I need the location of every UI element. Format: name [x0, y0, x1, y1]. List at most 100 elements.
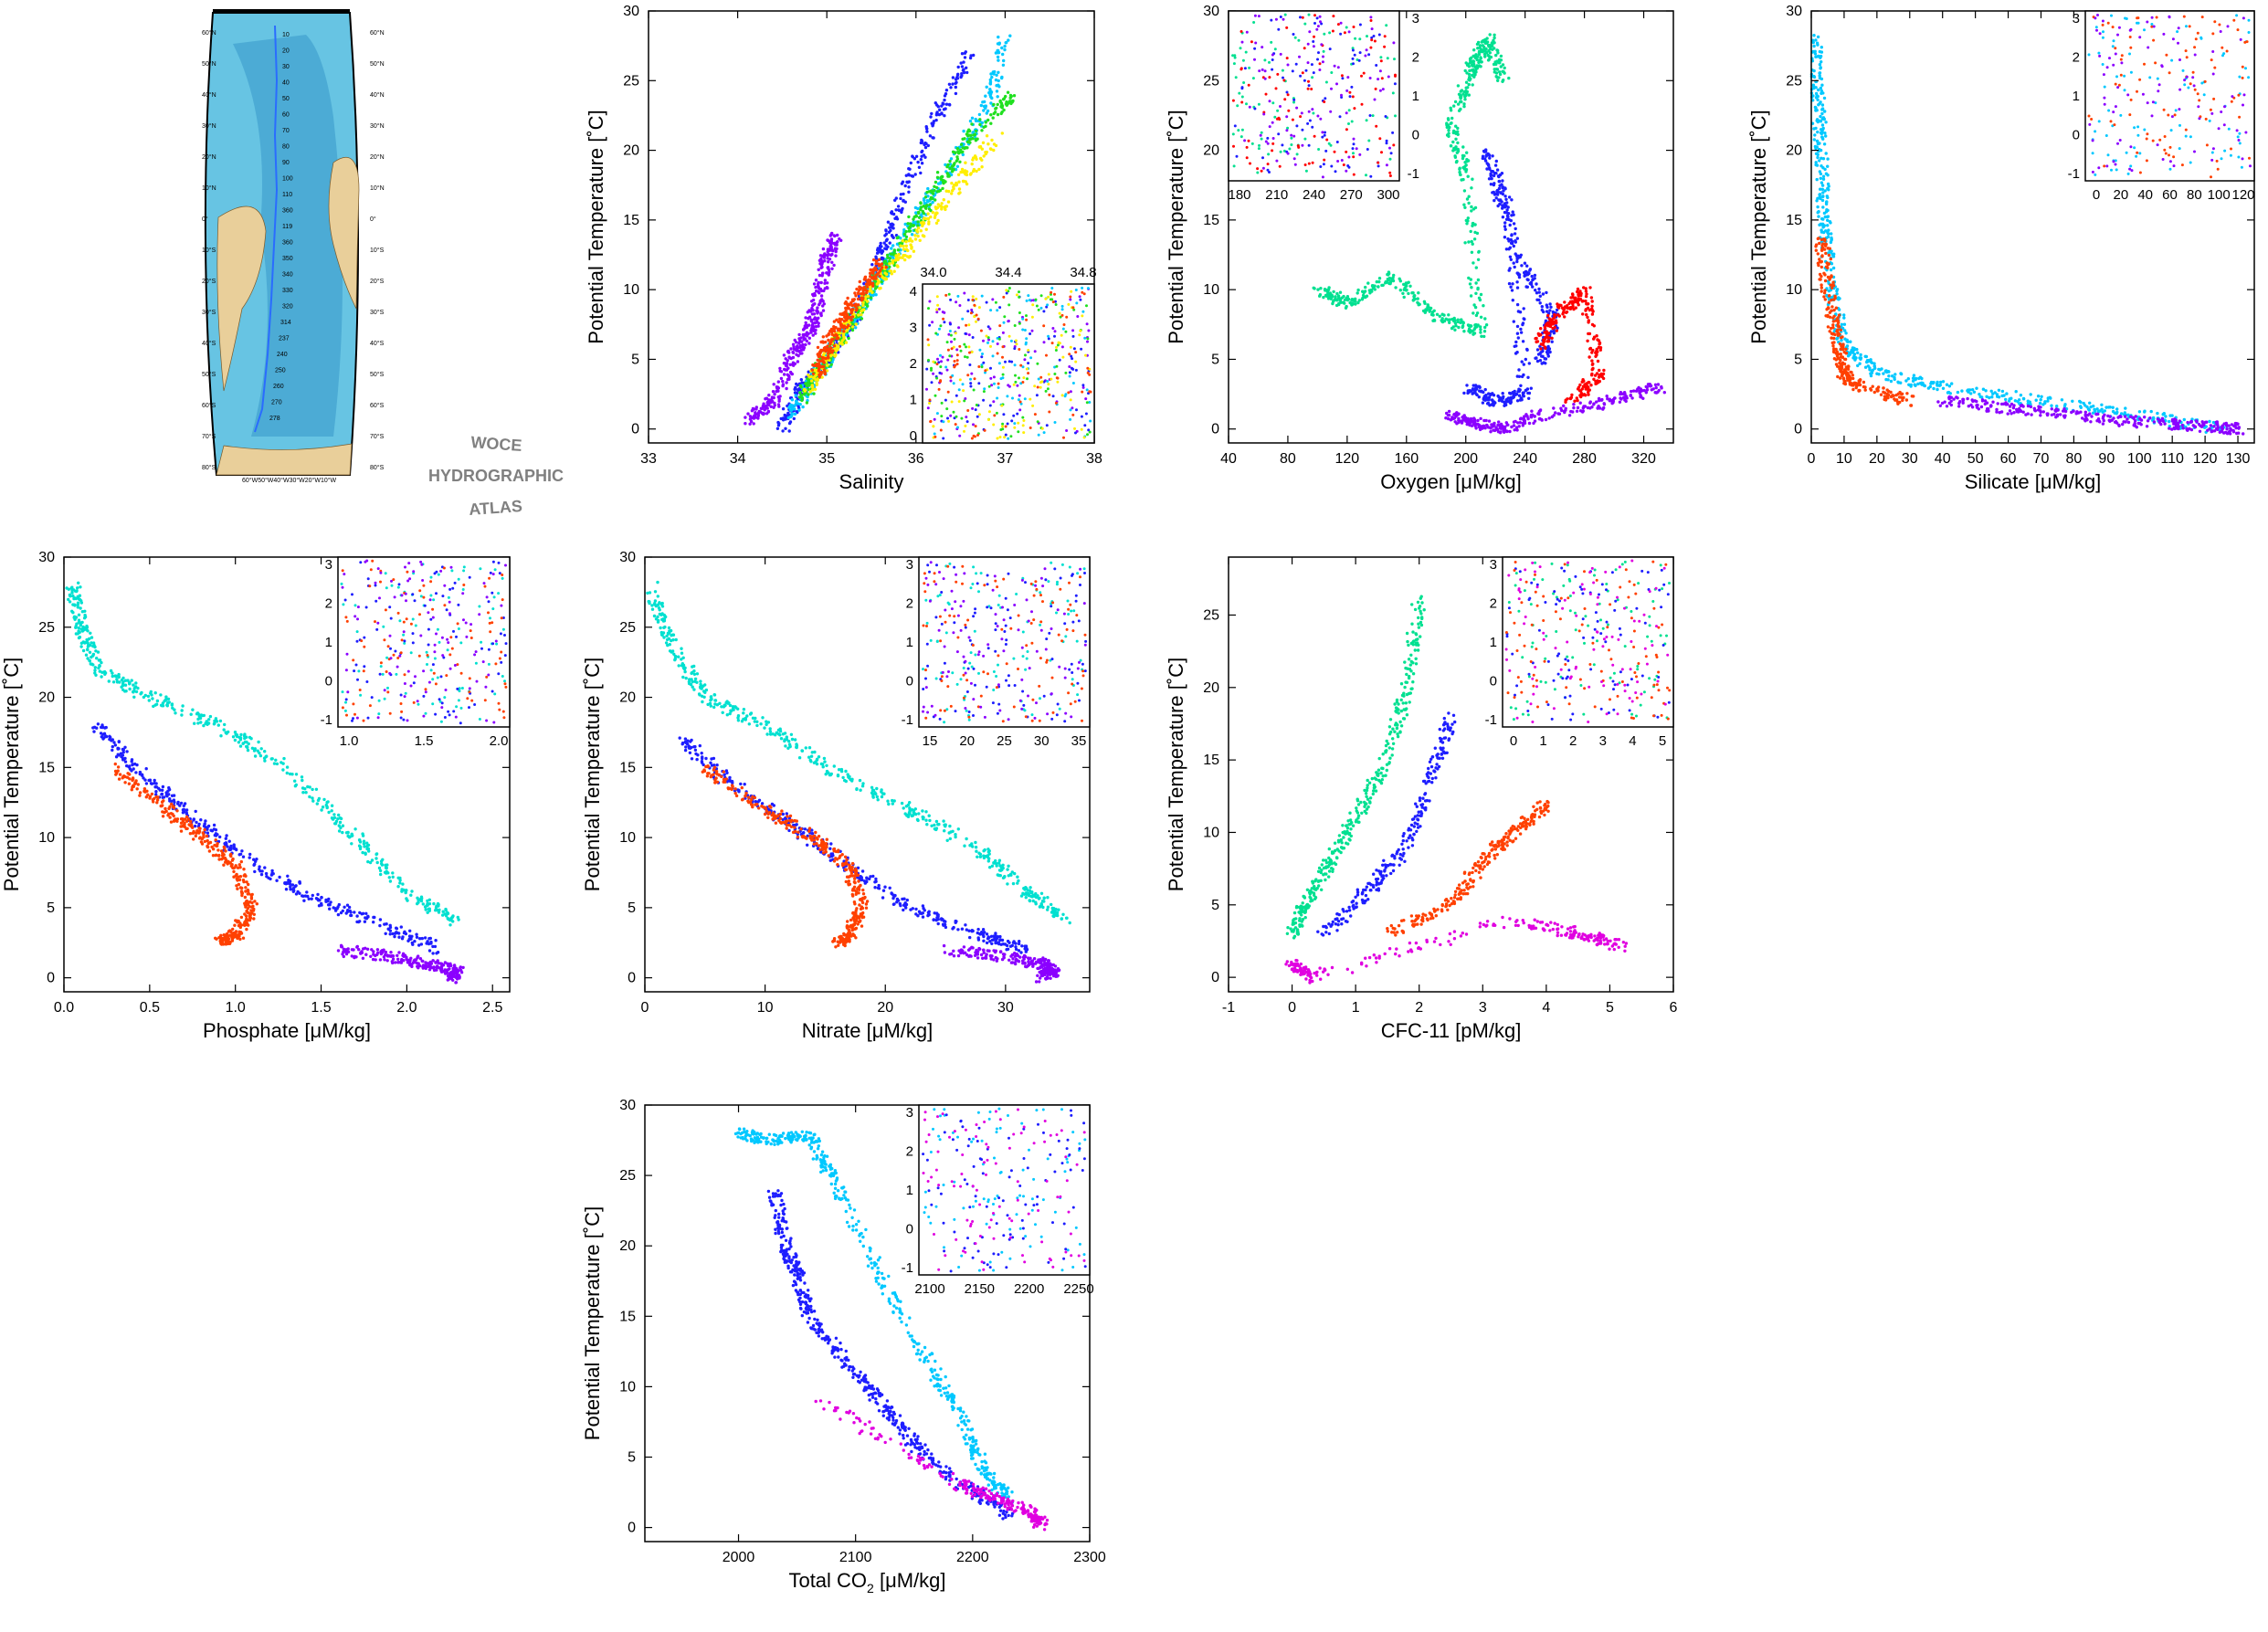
inset-data-point: [1383, 45, 1387, 48]
data-point: [791, 342, 796, 346]
data-point: [968, 56, 973, 60]
inset-data-point: [1245, 145, 1249, 149]
map-station-label: 10: [282, 32, 290, 38]
data-point: [1511, 282, 1514, 286]
inset-data-point: [1273, 47, 1277, 51]
data-point: [1462, 189, 1467, 193]
data-point: [835, 243, 839, 247]
inset-data-point: [1331, 29, 1334, 33]
inset-data-point: [1242, 81, 1246, 84]
inset-data-point: [1313, 22, 1316, 25]
data-point: [869, 289, 873, 292]
data-point: [1830, 238, 1833, 242]
data-point: [931, 124, 934, 128]
inset-data-point: [980, 365, 984, 369]
inset-data-point: [997, 362, 1001, 365]
inset-data-point: [1001, 425, 1004, 428]
data-point: [1584, 394, 1588, 397]
inset-data-point: [1007, 437, 1010, 440]
data-point: [1470, 186, 1473, 190]
map-lat-label-left: 30°N: [202, 122, 216, 130]
data-point: [814, 332, 818, 335]
data-point: [984, 121, 988, 124]
data-point: [856, 297, 860, 301]
data-point: [964, 173, 967, 176]
data-point: [811, 298, 816, 302]
data-point: [1461, 321, 1465, 325]
data-point: [997, 50, 1001, 55]
data-point: [935, 205, 940, 210]
data-point: [947, 189, 951, 194]
data-point: [986, 118, 990, 122]
data-point: [955, 164, 960, 168]
map-land-antarctica: [216, 443, 353, 476]
inset-data-point: [1054, 401, 1058, 405]
data-point: [931, 200, 934, 205]
data-point: [746, 412, 750, 416]
data-point: [1356, 300, 1360, 305]
data-point: [829, 242, 833, 247]
x-tick-label: 38: [1086, 451, 1102, 467]
data-point: [1507, 195, 1512, 199]
inset-data-point: [1070, 290, 1073, 293]
data-point: [1814, 86, 1818, 89]
inset-data-point: [1021, 424, 1025, 427]
inset-data-point: [928, 323, 932, 327]
inset-data-point: [1290, 133, 1293, 137]
y-tick-label: 10: [1203, 282, 1219, 298]
map-station-label: 70: [282, 128, 290, 134]
inset-data-point: [1369, 46, 1373, 49]
inset-data-point: [927, 358, 930, 362]
data-point: [866, 294, 870, 299]
inset-data-point: [1252, 21, 1256, 24]
data-point: [1849, 340, 1852, 343]
data-point: [942, 181, 945, 185]
data-point: [1466, 391, 1470, 395]
inset-data-point: [983, 387, 986, 391]
data-point: [1505, 423, 1509, 426]
data-point: [1596, 359, 1600, 363]
data-point: [1588, 388, 1592, 392]
data-point: [902, 247, 906, 251]
inset-data-point: [1341, 77, 1345, 80]
data-point: [828, 349, 832, 353]
x-tick-label: 37: [997, 451, 1014, 467]
map-station-label: 110: [282, 192, 292, 198]
inset-data-point: [1350, 120, 1354, 123]
data-point: [948, 103, 952, 107]
data-point: [934, 185, 939, 190]
map-lat-label-right: 30°N: [370, 122, 385, 130]
inset-data-point: [1297, 145, 1301, 149]
inset-data-point: [1025, 299, 1029, 302]
data-point: [1557, 303, 1562, 307]
data-point: [984, 124, 987, 128]
data-point: [818, 302, 821, 307]
data-point: [933, 188, 936, 193]
data-point: [1543, 345, 1546, 349]
inset-data-point: [1074, 431, 1077, 435]
inset-data-point: [1065, 429, 1069, 432]
inset-data-point: [963, 342, 966, 346]
data-point: [1522, 307, 1525, 311]
data-point: [1448, 125, 1451, 130]
data-point: [1575, 396, 1579, 400]
inset-data-point: [1343, 31, 1346, 35]
map-land-south-america: [216, 205, 267, 392]
data-point: [990, 138, 994, 142]
inset-data-point: [1263, 69, 1267, 73]
data-point: [1527, 421, 1532, 426]
inset-data-point: [1306, 87, 1310, 90]
data-point: [908, 225, 912, 228]
inset-data-point: [1069, 398, 1072, 402]
data-point: [1819, 176, 1823, 180]
inset-data-point: [937, 387, 941, 391]
data-point: [1540, 305, 1545, 309]
data-point: [1581, 378, 1585, 382]
inset-data-point: [1000, 404, 1004, 407]
data-point: [1531, 413, 1535, 416]
inset-data-point: [1039, 381, 1042, 384]
data-point: [1483, 398, 1487, 402]
data-point: [923, 155, 927, 159]
data-point: [868, 271, 872, 275]
inset-data-point: [1071, 382, 1075, 384]
